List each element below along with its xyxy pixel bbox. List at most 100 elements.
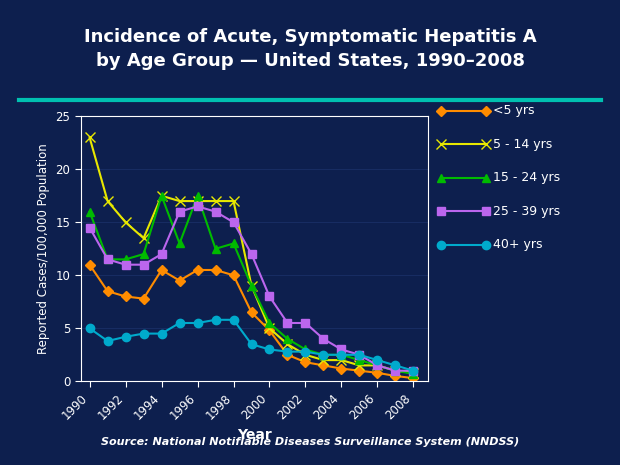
<5 yrs [266,328,273,333]
15 - 24 yrs [158,193,166,199]
Line: 40+ yrs: 40+ yrs [86,316,418,375]
25 - 39 yrs [230,219,237,225]
Line: <5 yrs: <5 yrs [86,261,417,382]
<5 yrs [302,359,309,365]
15 - 24 yrs [176,241,184,246]
Text: 5 - 14 yrs: 5 - 14 yrs [493,138,552,151]
25 - 39 yrs [338,347,345,352]
<5 yrs [392,373,399,379]
40+ yrs [176,320,184,326]
X-axis label: Year: Year [237,428,272,442]
15 - 24 yrs [248,283,255,289]
25 - 39 yrs [374,363,381,368]
40+ yrs [284,349,291,354]
15 - 24 yrs [392,368,399,373]
5 - 14 yrs [122,219,130,225]
5 - 14 yrs [338,357,345,363]
<5 yrs [158,267,166,273]
25 - 39 yrs [266,294,273,299]
5 - 14 yrs [140,235,148,241]
40+ yrs [248,341,255,347]
15 - 24 yrs [284,336,291,342]
5 - 14 yrs [284,341,291,347]
Text: 40+ yrs: 40+ yrs [493,239,542,252]
15 - 24 yrs [356,357,363,363]
25 - 39 yrs [212,209,219,214]
15 - 24 yrs [338,352,345,358]
25 - 39 yrs [158,251,166,257]
5 - 14 yrs [302,352,309,358]
25 - 39 yrs [86,225,94,230]
40+ yrs [338,352,345,358]
15 - 24 yrs [266,320,273,326]
40+ yrs [266,347,273,352]
25 - 39 yrs [176,209,184,214]
40+ yrs [158,331,166,336]
40+ yrs [302,349,309,354]
40+ yrs [104,338,112,344]
Text: Incidence of Acute, Symptomatic Hepatitis A
by Age Group — United States, 1990–2: Incidence of Acute, Symptomatic Hepatiti… [84,28,536,70]
<5 yrs [176,278,184,283]
5 - 14 yrs [212,198,219,204]
15 - 24 yrs [140,251,148,257]
15 - 24 yrs [122,257,130,262]
<5 yrs [194,267,202,273]
<5 yrs [104,288,112,294]
Line: 15 - 24 yrs: 15 - 24 yrs [86,192,418,378]
5 - 14 yrs [158,193,166,199]
25 - 39 yrs [122,262,130,267]
Line: 5 - 14 yrs: 5 - 14 yrs [85,133,418,378]
<5 yrs [338,366,345,372]
15 - 24 yrs [212,246,219,252]
25 - 39 yrs [104,257,112,262]
<5 yrs [320,363,327,368]
5 - 14 yrs [176,198,184,204]
40+ yrs [392,363,399,368]
5 - 14 yrs [248,283,255,289]
25 - 39 yrs [410,368,417,373]
15 - 24 yrs [86,209,94,214]
5 - 14 yrs [86,135,94,140]
5 - 14 yrs [230,198,237,204]
40+ yrs [86,326,94,331]
5 - 14 yrs [356,363,363,368]
15 - 24 yrs [320,352,327,358]
<5 yrs [356,368,363,373]
40+ yrs [194,320,202,326]
25 - 39 yrs [284,320,291,326]
40+ yrs [230,317,237,323]
<5 yrs [212,267,219,273]
40+ yrs [374,357,381,363]
5 - 14 yrs [194,198,202,204]
25 - 39 yrs [248,251,255,257]
Y-axis label: Reported Cases/100,000 Population: Reported Cases/100,000 Population [37,143,50,354]
<5 yrs [248,310,255,315]
15 - 24 yrs [104,257,112,262]
40+ yrs [320,352,327,358]
Text: <5 yrs: <5 yrs [493,104,534,117]
40+ yrs [212,317,219,323]
25 - 39 yrs [140,262,148,267]
Text: Source: National Notifiable Diseases Surveillance System (NNDSS): Source: National Notifiable Diseases Sur… [101,437,519,447]
15 - 24 yrs [302,347,309,352]
25 - 39 yrs [392,368,399,373]
<5 yrs [284,352,291,358]
<5 yrs [410,375,417,381]
40+ yrs [122,334,130,339]
5 - 14 yrs [266,326,273,331]
Text: 15 - 24 yrs: 15 - 24 yrs [493,171,560,184]
5 - 14 yrs [410,370,417,376]
5 - 14 yrs [104,198,112,204]
25 - 39 yrs [194,204,202,209]
25 - 39 yrs [320,336,327,342]
15 - 24 yrs [374,363,381,368]
15 - 24 yrs [194,193,202,199]
Line: 25 - 39 yrs: 25 - 39 yrs [86,202,418,375]
Text: 25 - 39 yrs: 25 - 39 yrs [493,205,560,218]
5 - 14 yrs [374,363,381,368]
<5 yrs [374,370,381,376]
40+ yrs [410,368,417,373]
<5 yrs [230,272,237,278]
<5 yrs [140,296,148,301]
<5 yrs [122,294,130,299]
